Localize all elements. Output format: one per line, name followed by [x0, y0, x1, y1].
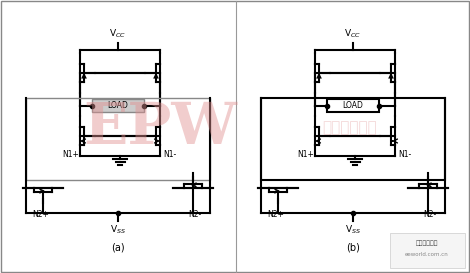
Text: N2+: N2+: [267, 210, 284, 219]
Text: V$_{CC}$: V$_{CC}$: [110, 28, 126, 40]
Text: N1-: N1-: [398, 150, 411, 159]
Text: N1+: N1+: [297, 150, 314, 159]
Text: V$_{SS}$: V$_{SS}$: [110, 223, 126, 236]
Text: V$_{CC}$: V$_{CC}$: [345, 28, 361, 40]
Bar: [261, 98, 445, 180]
Text: N2+: N2+: [32, 210, 49, 219]
Bar: [92, 99, 144, 112]
Bar: [390, 233, 465, 268]
Text: N1-: N1-: [163, 150, 176, 159]
Bar: [26, 98, 210, 180]
Text: (b): (b): [346, 243, 360, 253]
Text: N2-: N2-: [188, 210, 202, 219]
Text: N1+: N1+: [62, 150, 79, 159]
Text: 电子产品世界: 电子产品世界: [322, 120, 377, 135]
Text: N2-: N2-: [423, 210, 437, 219]
Text: eeworld.com.cn: eeworld.com.cn: [405, 253, 449, 257]
Text: LOAD: LOAD: [108, 102, 128, 111]
Text: LOAD: LOAD: [343, 102, 363, 111]
Text: 电子工程世界: 电子工程世界: [416, 240, 438, 246]
Text: V$_{SS}$: V$_{SS}$: [345, 223, 361, 236]
Bar: [327, 99, 379, 112]
Text: (a): (a): [111, 243, 125, 253]
Text: EPW: EPW: [83, 100, 237, 156]
